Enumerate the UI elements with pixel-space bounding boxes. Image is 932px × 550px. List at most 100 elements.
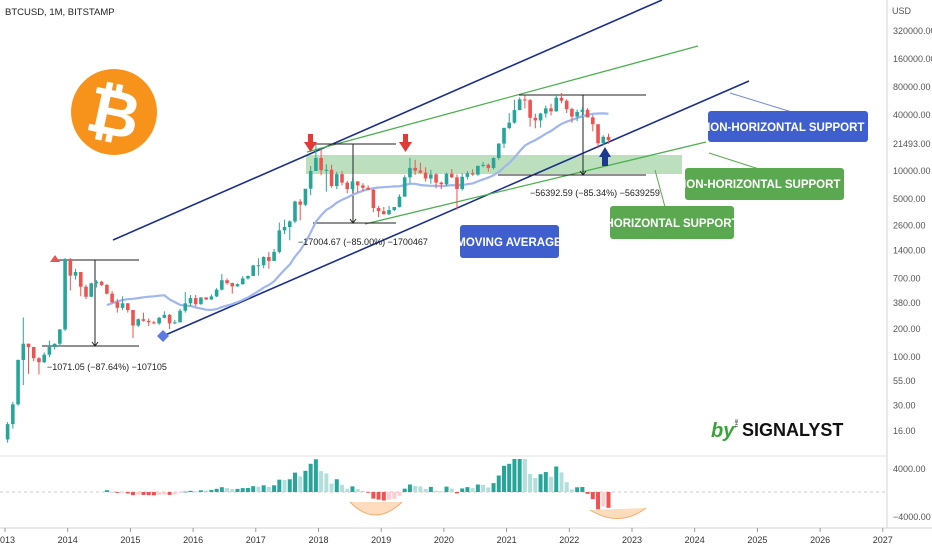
candle-2020-7 (476, 165, 480, 176)
oscillator-bar (575, 487, 580, 492)
candle-2019-10 (429, 169, 433, 184)
oscillator-bar (517, 459, 522, 492)
candle-2017-10 (303, 188, 308, 207)
candle-2018-2 (324, 164, 329, 192)
oscillator-bar (585, 492, 590, 494)
oscillator-bar (397, 492, 402, 496)
channel-upper-line (112, 0, 663, 241)
oscillator-bar (292, 472, 297, 492)
candle-2019-6 (408, 157, 412, 184)
candle-2017-5 (277, 222, 282, 254)
oscillator-bar (120, 492, 125, 493)
candle-2014-12 (125, 303, 130, 313)
candle-2017-7 (287, 220, 292, 241)
candle-2016-7 (225, 278, 229, 285)
moving-average-line (106, 112, 609, 312)
support2-pointer (708, 152, 763, 171)
candle-2018-1 (319, 149, 323, 176)
price-tick: 10000.00 (893, 166, 931, 176)
oscillator-bar (533, 477, 538, 492)
candle-2021-12 (564, 99, 569, 114)
candle-2015-8 (167, 314, 172, 330)
oscillator-bar (407, 484, 412, 492)
oscillator-bar (491, 483, 496, 492)
candle-2019-9 (423, 167, 428, 182)
candle-2013-12 (63, 258, 67, 332)
oscillator-bar (496, 475, 501, 492)
candle-2013-1 (5, 422, 10, 443)
oscillator-bar (413, 485, 418, 492)
candle-2018-8 (355, 181, 360, 193)
oscillator-bar (324, 473, 329, 492)
candle-2021-4 (523, 95, 527, 109)
svg-text:THE: THE (734, 419, 739, 428)
oscillator-bar (549, 476, 554, 492)
oscillator-bar (115, 492, 120, 493)
oscillator-bar (167, 492, 172, 495)
candle-2019-3 (392, 207, 397, 212)
candle-2016-3 (204, 297, 208, 301)
non-horizontal-support-2-line (364, 141, 707, 225)
candle-2014-2 (73, 268, 78, 280)
candle-2022-3 (580, 107, 585, 118)
oscillator-bar (606, 492, 611, 508)
oscillator-bar (454, 492, 459, 494)
candle-2016-6 (220, 274, 224, 291)
oscillator-bar (387, 492, 392, 500)
candle-2018-4 (334, 171, 339, 190)
oscillator-bar (151, 492, 156, 496)
time-tick: 2014 (58, 535, 78, 545)
green-resistance-line (306, 45, 699, 153)
price-tick: 380.00 (893, 298, 921, 308)
candle-2021-7 (538, 112, 543, 128)
price-tick: 700.00 (893, 273, 921, 283)
current-price-label: 21493.00 (893, 139, 931, 149)
oscillator-bar (303, 470, 308, 492)
oscillator-bar (110, 491, 115, 493)
candle-2013-4 (21, 317, 26, 386)
candle-2022-4 (585, 108, 590, 118)
oscillator-bar (434, 490, 439, 492)
oscillator-bar (193, 491, 198, 493)
candle-2015-12 (188, 294, 193, 307)
oscillator-bar (251, 486, 256, 492)
time-tick: 2019 (371, 535, 391, 545)
drop-measure-1 (42, 259, 139, 347)
oscillator-bar (308, 463, 313, 492)
time-tick: 2017 (246, 535, 266, 545)
candle-2017-1 (256, 258, 261, 276)
candle-2016-5 (214, 288, 219, 298)
oscillator-bar (449, 488, 454, 492)
candle-2015-9 (173, 320, 177, 325)
oscillator-bar (543, 472, 548, 492)
oscillator-bar (418, 486, 423, 492)
candle-2015-3 (141, 312, 146, 322)
price-tick: 320000.00 (893, 26, 932, 36)
non-horizontal-support-1-label: NON-HORIZONTAL SUPPORT 1 (702, 111, 875, 142)
candle-2021-1 (507, 113, 512, 130)
candle-2021-5 (528, 98, 532, 127)
oscillator-bar (282, 479, 287, 492)
oscillator-bar (569, 489, 574, 492)
candle-2017-6 (282, 219, 287, 235)
price-tick: 160000.00 (893, 54, 932, 64)
oscillator-bar (136, 492, 141, 495)
oscillator-bar (507, 463, 512, 492)
oscillator-tick: 4000.00 (893, 464, 926, 474)
chart-symbol-header[interactable]: BTCUSD, 1M, BITSTAMP (5, 7, 115, 18)
currency-label: USD (892, 6, 912, 16)
oscillator-bar (580, 486, 585, 492)
price-tick: 16.00 (893, 426, 916, 436)
candle-2018-6 (345, 181, 350, 194)
candle-2020-3 (455, 174, 459, 210)
candle-2013-7 (37, 357, 41, 375)
oscillator-bar (475, 484, 480, 492)
candle-2019-1 (382, 207, 386, 215)
svg-text:by: by (711, 420, 735, 442)
candle-2014-6 (94, 280, 99, 288)
candle-2016-11 (246, 275, 250, 280)
signalyst-brand: by THE SIGNALYST (711, 419, 843, 442)
oscillator-bar (601, 492, 606, 507)
oscillator-bar (329, 483, 334, 492)
